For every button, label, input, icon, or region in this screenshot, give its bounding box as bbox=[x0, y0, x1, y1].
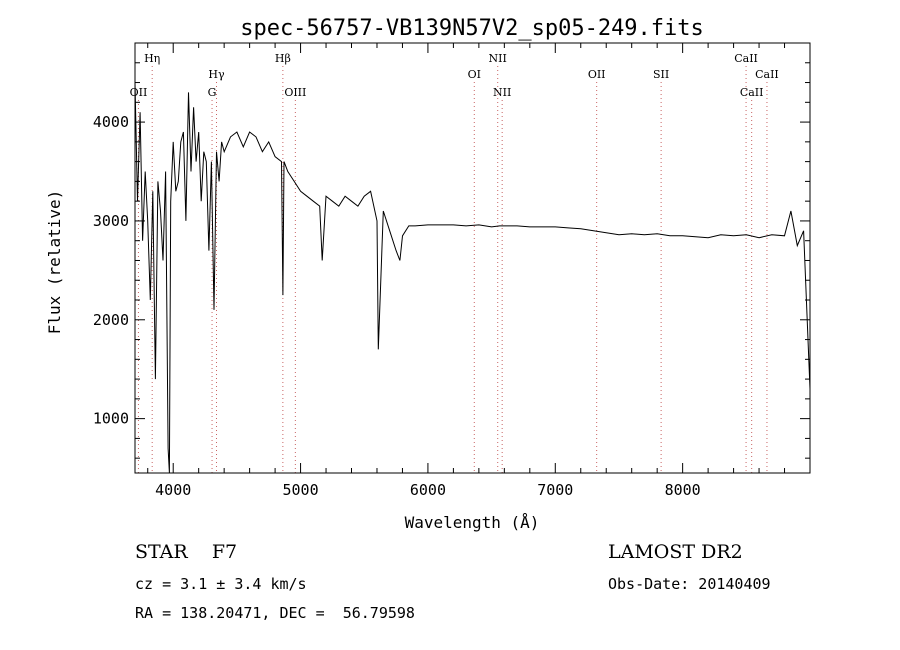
plot-frame bbox=[134, 42, 811, 474]
class-line: STAR F7 bbox=[135, 541, 238, 563]
line-label-9: OII bbox=[588, 68, 606, 81]
line-label-8: NII bbox=[493, 86, 511, 99]
line-label-11: CaII bbox=[734, 52, 758, 65]
x-tick-label-1: 5000 bbox=[283, 481, 319, 499]
x-tick-label-4: 8000 bbox=[665, 481, 701, 499]
axes-layer: 4000 5000 6000 7000 8000 1000 2000 3000 4000 bbox=[93, 42, 811, 499]
spectrum-line bbox=[134, 82, 811, 474]
line-label-2: Hγ bbox=[208, 68, 225, 81]
line-label-5: OIII bbox=[284, 86, 306, 99]
chart-title: spec-56757-VB139N57V2_sp05-249.fits bbox=[240, 16, 704, 41]
line-label-10: SII bbox=[653, 68, 669, 81]
x-tick-label-2: 6000 bbox=[410, 481, 446, 499]
y-tick-label-1: 2000 bbox=[93, 311, 129, 329]
y-tick-label-3: 4000 bbox=[93, 113, 129, 131]
line-label-1: Hη bbox=[144, 52, 160, 65]
ra-dec-coordinates: RA = 138.20471, DEC = 56.79598 bbox=[135, 604, 415, 622]
line-label-0: OII bbox=[130, 86, 148, 99]
line-label-12: CaII bbox=[740, 86, 764, 99]
line-label-4: Hβ bbox=[275, 52, 291, 65]
y-tick-label-2: 3000 bbox=[93, 212, 129, 230]
x-tick-label-3: 7000 bbox=[537, 481, 573, 499]
y-tick-label-0: 1000 bbox=[93, 410, 129, 428]
cz-value: cz = 3.1 ± 3.4 km/s bbox=[135, 575, 307, 593]
line-label-7: NII bbox=[489, 52, 507, 65]
x-tick-label-0: 4000 bbox=[155, 481, 191, 499]
survey-label: LAMOST DR2 bbox=[608, 541, 743, 563]
line-label-3: G bbox=[208, 86, 217, 99]
obs-date: Obs-Date: 20140409 bbox=[608, 575, 771, 593]
line-label-13: CaII bbox=[755, 68, 779, 81]
line-label-6: OI bbox=[468, 68, 481, 81]
x-axis-label: Wavelength (Å) bbox=[405, 513, 540, 532]
emission-lines-layer: OII Hη Hγ G Hβ OIII OI NII NII OII SII CaII CaII CaII bbox=[130, 52, 779, 473]
y-axis-label: Flux (relative) bbox=[45, 190, 64, 335]
